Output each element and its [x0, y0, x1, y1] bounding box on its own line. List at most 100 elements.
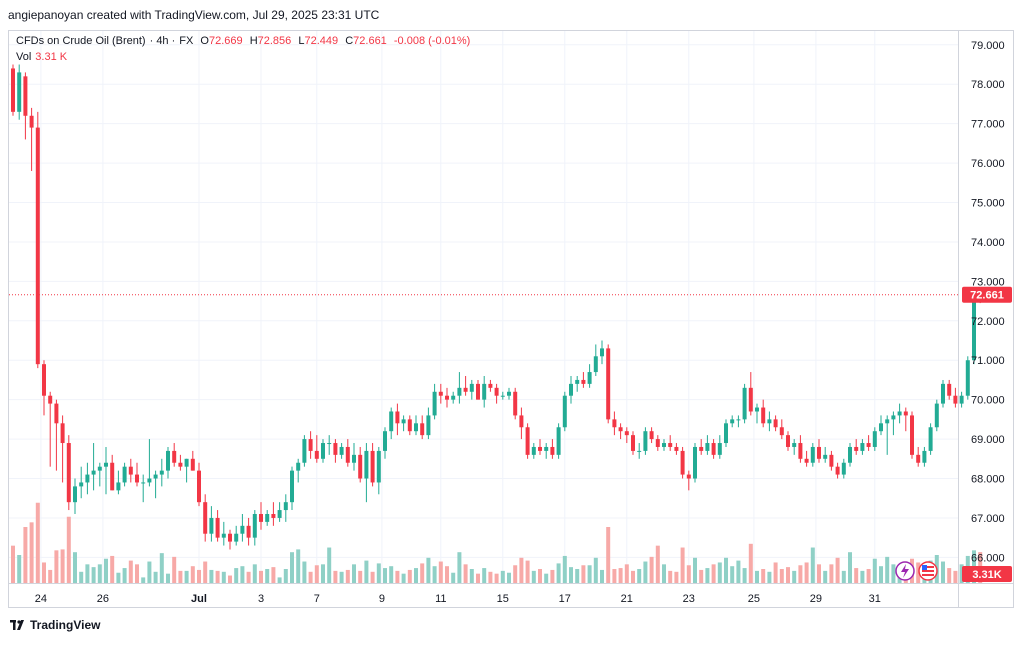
candle-body [73, 486, 77, 503]
candle-body [953, 395, 958, 404]
volume-bar [321, 564, 325, 583]
volume-bar [649, 556, 654, 583]
candle-body [463, 387, 468, 392]
interval[interactable]: · 4h · [149, 35, 176, 47]
candle-body [934, 403, 939, 428]
volume-bar [29, 522, 34, 583]
candle-body [383, 431, 387, 451]
flag-stripe [922, 574, 934, 576]
price-tick-label: 71.000 [971, 355, 1005, 367]
volume-bar [829, 564, 834, 583]
volume-bar [792, 570, 797, 583]
candle-body [197, 470, 201, 503]
candle-body [891, 415, 896, 420]
volume-bar [600, 569, 604, 583]
candle-body [11, 68, 15, 112]
high-value: 72.856 [257, 35, 292, 47]
candle-body [389, 411, 394, 432]
volume-bar [352, 564, 356, 583]
flag-canton [922, 565, 927, 570]
legend-ohlc-row: CFDs on Crude Oil (Brent) · 4h · FX O72.66… [16, 33, 470, 49]
volume-bar [147, 561, 152, 583]
volume-bar [804, 562, 809, 583]
volume-bar [259, 570, 263, 583]
volume-bar [947, 568, 952, 583]
candle-body [438, 391, 443, 396]
candle-body [637, 450, 642, 452]
candle-body [159, 470, 164, 475]
candle-body [606, 348, 611, 420]
candle-body [860, 443, 865, 451]
candle-body [302, 439, 307, 463]
time-tick-label: 25 [748, 593, 760, 605]
candle-body [593, 356, 598, 373]
volume-bar [135, 564, 139, 583]
volume-bar [407, 569, 412, 583]
candle-body [686, 474, 691, 479]
candle-body [668, 443, 673, 447]
volume-bar [426, 557, 431, 583]
volume-bar [463, 564, 468, 583]
candle-body [730, 419, 735, 424]
candle-body [327, 443, 332, 445]
candle-body [724, 423, 728, 444]
volume-bar [643, 561, 648, 583]
candle-body [277, 510, 282, 518]
time-axis[interactable]: 24 26 Jul 3 7 9 11 15 17 21 23 25 29 31 [35, 593, 881, 605]
volume-bar [810, 547, 815, 583]
candle-body [166, 450, 170, 471]
lightning-event-icon[interactable] [895, 561, 915, 581]
candle-body [618, 427, 623, 432]
lightning-glyph [901, 564, 909, 578]
volume-bar [779, 569, 784, 583]
candle-body [587, 372, 592, 384]
volume-bar [141, 577, 146, 583]
time-tick-label: 31 [869, 593, 881, 605]
volume-bar [618, 568, 623, 583]
volume-bar [941, 561, 945, 583]
price-tick-label: 79.000 [971, 40, 1005, 52]
candle-body [662, 443, 666, 447]
candle-body [352, 454, 356, 463]
candle-body [228, 533, 232, 542]
volume-bar [500, 570, 505, 583]
candle-body [141, 482, 146, 484]
candle-body [879, 423, 883, 432]
price-axis[interactable]: 66.000 67.000 68.000 69.000 70.000 71.000 72.0… [971, 40, 1005, 565]
candle-body [488, 383, 493, 388]
volume-bar [575, 569, 580, 583]
volume-bar [885, 556, 890, 583]
candle-body [972, 293, 976, 361]
candle-body [655, 439, 660, 447]
candle-body [445, 395, 449, 400]
volume-bar [848, 552, 852, 583]
volume-bar [469, 569, 474, 583]
volume-bar [370, 571, 375, 583]
candle-body [916, 454, 921, 463]
volume-bar [686, 565, 691, 583]
volume-bar [333, 570, 338, 583]
volume-bar [507, 572, 511, 583]
volume-bar [420, 563, 425, 583]
volume-bar [246, 571, 251, 583]
volume-bar [841, 570, 846, 583]
candle-body [494, 387, 499, 396]
candle-body [314, 450, 319, 459]
candle-body [91, 470, 96, 475]
symbol-name[interactable]: CFDs on Crude Oil (Brent) [16, 35, 146, 47]
volume-bar [97, 564, 102, 583]
volume-bar [872, 558, 877, 583]
candle-body [947, 383, 952, 396]
price-tick-label: 69.000 [971, 434, 1005, 446]
candle-body [711, 443, 716, 455]
volume-bar [891, 564, 896, 583]
candle-body [48, 395, 53, 404]
us-flag-event-icon[interactable] [918, 561, 938, 581]
candle-body [128, 466, 133, 475]
candle-body [817, 446, 821, 459]
volume-bar [314, 565, 319, 583]
volume-bar [916, 562, 921, 583]
volume-bar [358, 570, 363, 583]
